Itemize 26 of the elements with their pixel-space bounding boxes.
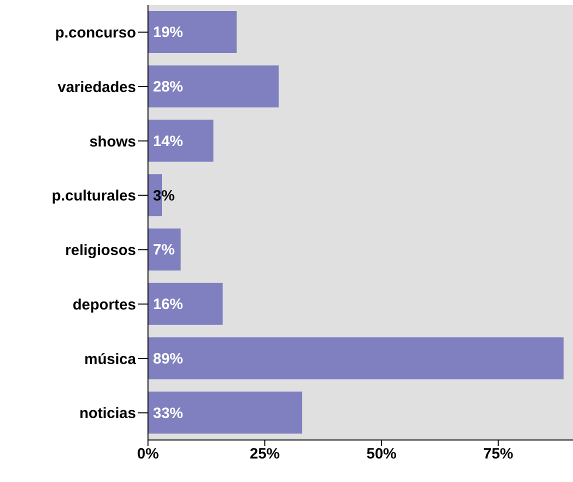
x-tick-label: 0% — [137, 446, 159, 463]
x-tick-label: 25% — [250, 446, 280, 463]
y-tick-label: p.culturales — [52, 188, 136, 205]
bar — [148, 10, 237, 53]
data-label: 16% — [153, 296, 184, 314]
x-tick-label: 75% — [483, 446, 514, 463]
bar — [148, 65, 279, 108]
bar — [148, 392, 302, 434]
x-tick-label: 50% — [366, 446, 397, 463]
data-label: 3% — [153, 187, 175, 204]
y-tick-label: variedades — [58, 78, 136, 96]
data-label: 33% — [153, 404, 184, 422]
data-label: 28% — [153, 78, 184, 96]
y-tick-label: música — [84, 350, 137, 368]
y-tick-label: deportes — [72, 296, 136, 314]
bar — [148, 120, 214, 162]
bar — [148, 337, 564, 380]
data-label: 7% — [153, 242, 175, 259]
data-label: 89% — [153, 350, 184, 368]
bar — [148, 282, 223, 325]
y-tick-label: p.concurso — [55, 24, 136, 42]
data-label: 14% — [153, 132, 184, 150]
data-label: 19% — [153, 24, 184, 42]
y-tick-label: shows — [89, 133, 136, 150]
y-tick-label: noticias — [79, 405, 136, 422]
y-tick-label: religiosos — [65, 242, 136, 260]
